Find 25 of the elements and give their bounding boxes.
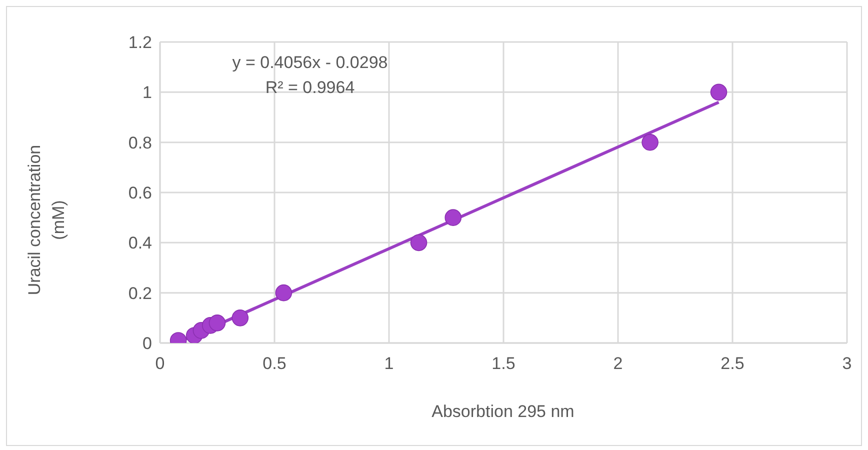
annotation: y = 0.4056x - 0.0298 [231,52,389,74]
x-tick-label: 1 [384,354,394,374]
x-tick-label: 0 [155,354,165,374]
y-tick-label: 1 [142,83,152,102]
y-tick-label: 0.4 [128,234,152,253]
point [232,310,249,326]
point [642,134,658,151]
x-tick-label: 3 [842,354,852,374]
x-tick-label: 0.5 [262,354,286,374]
point [275,284,292,302]
point [710,84,728,101]
point [444,209,462,226]
point [410,234,428,252]
x-axis-title: Absorbtion 295 nm [430,402,576,422]
y-tick-label: 0.8 [128,133,152,152]
y-tick-label: 1.2 [128,33,152,52]
x-tick-label: 2.5 [720,354,744,374]
y-tick-label: 0.6 [128,184,152,203]
y-tick-label: 0 [142,334,152,354]
point [208,314,226,332]
x-tick-label: 1.5 [492,354,516,374]
x-tick-label: 2 [613,354,623,374]
y-axis-title: Uracil concentration (mM) [24,144,69,298]
y-tick-label: 0.2 [128,284,152,303]
annotation: R² = 0.9964 [264,77,356,99]
